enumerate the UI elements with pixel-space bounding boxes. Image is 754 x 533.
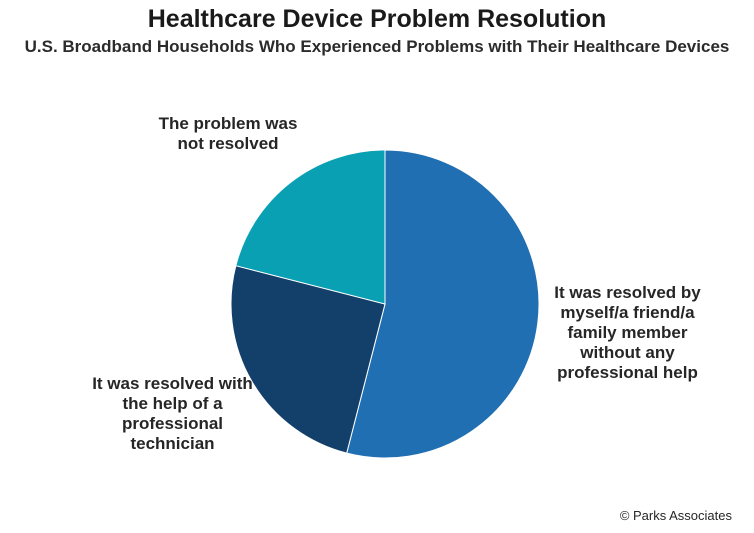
copyright-credit: © Parks Associates (619, 508, 732, 523)
chart-subtitle: U.S. Broadband Households Who Experience… (24, 37, 730, 56)
chart-title: Healthcare Device Problem Resolution (147, 5, 607, 33)
pie-slice-professional (230, 265, 386, 454)
pie-slice-not-resolved (235, 149, 386, 305)
slice-label-self-resolved: It was resolved by myself/a friend/a fam… (554, 283, 701, 382)
slice-label-professional: It was resolved with the help of a profe… (92, 374, 253, 453)
pie-slice-self-resolved (346, 149, 540, 459)
slice-label-not-resolved: The problem was not resolved (158, 114, 298, 153)
